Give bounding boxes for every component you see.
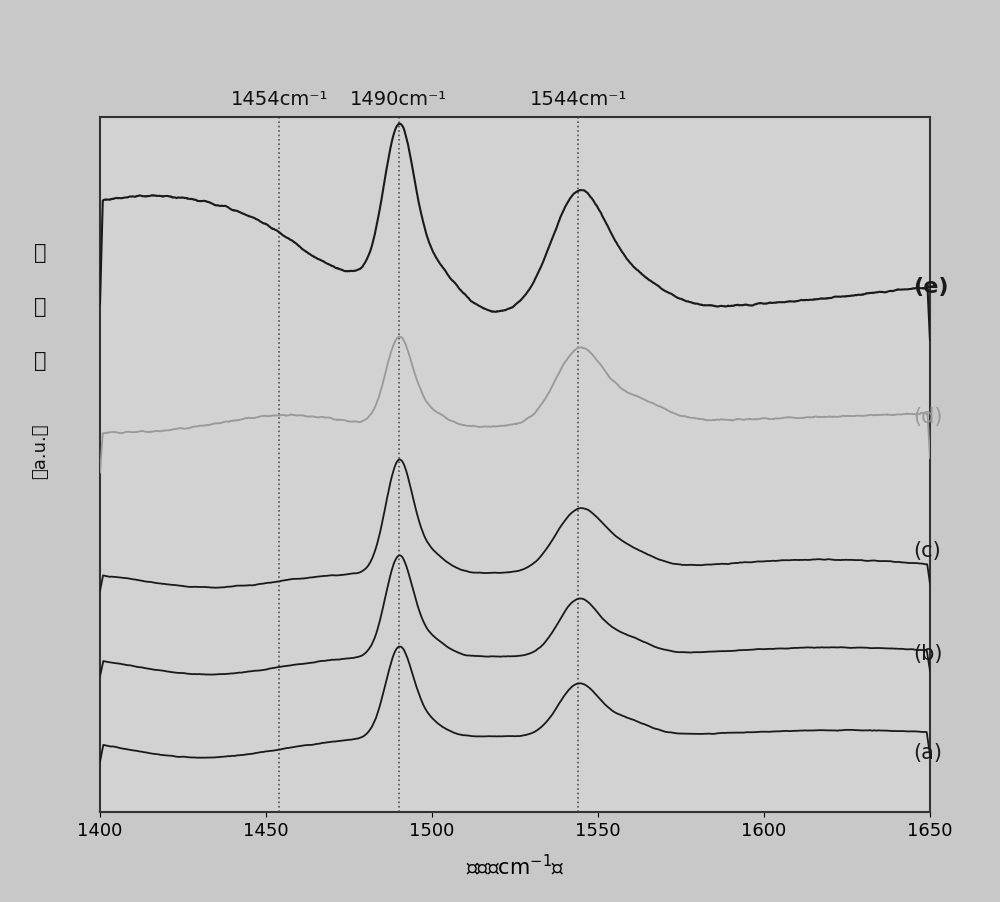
Text: 1544cm⁻¹: 1544cm⁻¹ [529, 90, 627, 109]
Text: 吸: 吸 [34, 243, 46, 262]
Text: (d): (d) [913, 407, 943, 428]
Text: (e): (e) [913, 277, 949, 297]
Text: 光: 光 [34, 297, 46, 317]
Text: 度: 度 [34, 351, 46, 371]
Text: (a): (a) [913, 742, 942, 762]
Text: 1454cm⁻¹: 1454cm⁻¹ [231, 90, 328, 109]
Text: (c): (c) [913, 541, 941, 561]
Text: （a.u.）: （a.u.） [31, 423, 49, 479]
Text: 1490cm⁻¹: 1490cm⁻¹ [350, 90, 447, 109]
Text: (b): (b) [913, 644, 943, 664]
X-axis label: 波数（cm$^{-1}$）: 波数（cm$^{-1}$） [466, 853, 564, 879]
